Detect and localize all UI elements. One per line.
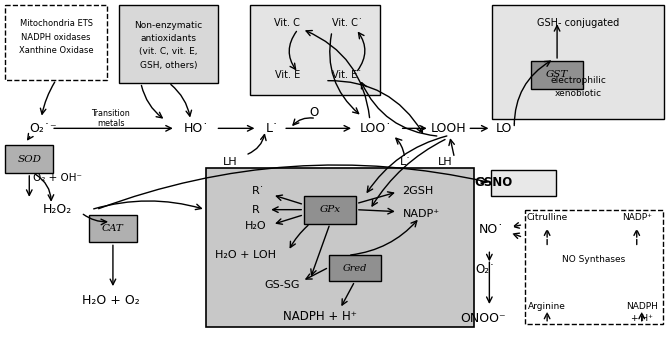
Text: H₂O + LOH: H₂O + LOH bbox=[215, 250, 276, 260]
Text: O₂˙: O₂˙ bbox=[476, 263, 495, 276]
Text: Gred: Gred bbox=[343, 264, 367, 273]
Text: Xanthine Oxidase: Xanthine Oxidase bbox=[19, 47, 93, 56]
Bar bbox=[5, 145, 53, 173]
Bar bbox=[491, 170, 556, 196]
Bar bbox=[5, 5, 107, 80]
Text: SOD: SOD bbox=[17, 155, 41, 163]
Text: Vit. E: Vit. E bbox=[275, 70, 300, 80]
Text: Vit. C˙: Vit. C˙ bbox=[331, 18, 362, 28]
Bar bbox=[89, 215, 137, 242]
Text: Transition: Transition bbox=[91, 109, 130, 118]
Text: HO˙: HO˙ bbox=[184, 122, 209, 135]
Text: GST: GST bbox=[546, 70, 569, 79]
Text: Vit. E˙: Vit. E˙ bbox=[332, 70, 362, 80]
Text: NADPH oxidases: NADPH oxidases bbox=[22, 33, 91, 41]
Text: Arginine: Arginine bbox=[528, 302, 566, 311]
Text: CAT: CAT bbox=[102, 224, 124, 233]
Text: GSH, others): GSH, others) bbox=[140, 61, 198, 70]
Bar bbox=[531, 61, 583, 89]
Text: NADP⁺: NADP⁺ bbox=[403, 209, 440, 219]
Text: NADPH: NADPH bbox=[626, 302, 658, 311]
Text: Non-enzymatic: Non-enzymatic bbox=[134, 21, 203, 30]
Text: electrophilic: electrophilic bbox=[550, 76, 606, 85]
Text: O₂ + OH⁻: O₂ + OH⁻ bbox=[33, 173, 82, 183]
Text: LH: LH bbox=[438, 157, 453, 167]
Text: GSNO: GSNO bbox=[474, 176, 513, 189]
Text: LOOH: LOOH bbox=[431, 122, 466, 135]
Text: H₂O: H₂O bbox=[245, 220, 266, 231]
Text: GS-SG: GS-SG bbox=[265, 280, 300, 290]
Text: + H⁺: + H⁺ bbox=[631, 314, 653, 323]
Bar bbox=[493, 5, 664, 119]
Text: H₂O + O₂: H₂O + O₂ bbox=[82, 295, 140, 307]
Text: O: O bbox=[310, 106, 319, 119]
Text: LH: LH bbox=[223, 157, 238, 167]
Text: Mitochondria ETS: Mitochondria ETS bbox=[19, 19, 93, 28]
Text: LO˙: LO˙ bbox=[496, 122, 519, 135]
Text: L˙: L˙ bbox=[400, 157, 411, 167]
Text: metals: metals bbox=[97, 119, 125, 128]
Text: ONOO⁻: ONOO⁻ bbox=[460, 312, 506, 325]
Bar bbox=[206, 168, 474, 327]
Text: L˙: L˙ bbox=[265, 122, 279, 135]
Text: H₂O₂: H₂O₂ bbox=[42, 203, 72, 216]
Bar bbox=[304, 196, 356, 223]
Text: xenobiotic: xenobiotic bbox=[554, 89, 601, 98]
Text: antioxidants: antioxidants bbox=[140, 34, 197, 42]
Text: O₂˙⁻: O₂˙⁻ bbox=[30, 122, 57, 135]
Text: Vit. C: Vit. C bbox=[274, 18, 300, 28]
Bar bbox=[526, 210, 663, 324]
Bar bbox=[329, 255, 381, 281]
Bar bbox=[251, 5, 380, 95]
Bar bbox=[119, 5, 218, 83]
Text: NADPH + H⁺: NADPH + H⁺ bbox=[283, 310, 357, 323]
Text: NO˙: NO˙ bbox=[478, 223, 504, 236]
Text: GSH- conjugated: GSH- conjugated bbox=[537, 18, 619, 28]
Text: R˙: R˙ bbox=[252, 186, 265, 196]
Text: 2GSH: 2GSH bbox=[402, 186, 433, 196]
Text: GPx: GPx bbox=[319, 205, 341, 214]
Text: Citrulline: Citrulline bbox=[526, 213, 568, 222]
Text: (vit. C, vit. E,: (vit. C, vit. E, bbox=[140, 48, 198, 57]
Text: LOO˙: LOO˙ bbox=[360, 122, 392, 135]
Text: R: R bbox=[251, 205, 259, 215]
Text: NO Synthases: NO Synthases bbox=[562, 255, 626, 264]
Text: NADP⁺: NADP⁺ bbox=[622, 213, 652, 222]
